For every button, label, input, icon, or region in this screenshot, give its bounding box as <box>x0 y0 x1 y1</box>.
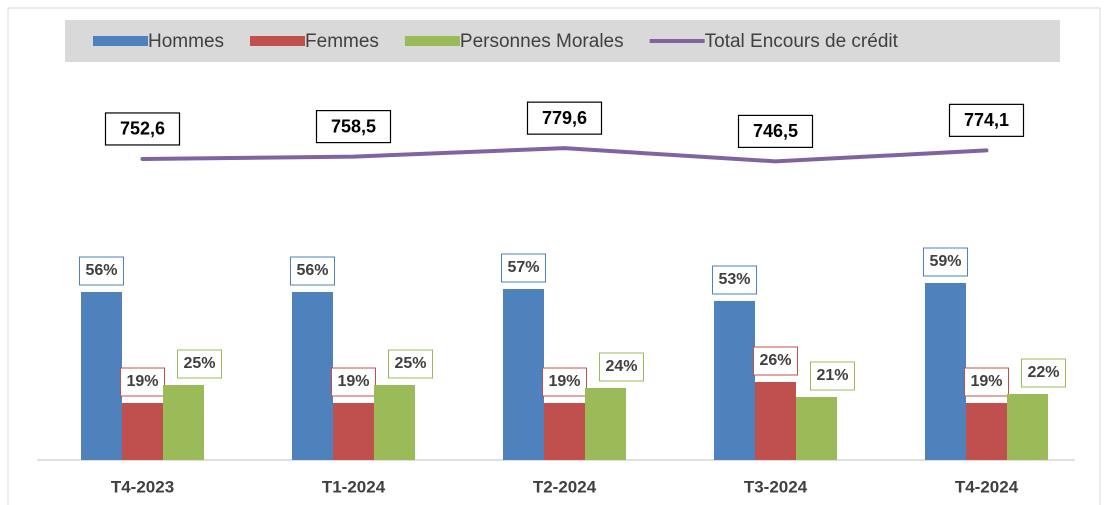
data-label: 746,5 <box>753 121 798 141</box>
label-box <box>923 247 968 277</box>
bar <box>81 292 122 460</box>
legend-label: Femmes <box>305 31 379 52</box>
data-label: 25% <box>183 355 215 372</box>
bar <box>374 385 415 460</box>
x-tick-label: T3-2024 <box>744 477 808 496</box>
label-box <box>542 367 587 397</box>
bar <box>925 283 966 460</box>
legend-label: Total Encours de crédit <box>705 31 899 52</box>
label-box <box>79 256 124 286</box>
label-box <box>120 367 165 397</box>
label-box <box>599 352 644 382</box>
label-box <box>737 114 814 149</box>
data-label: 56% <box>85 262 117 279</box>
label-box <box>290 256 335 286</box>
data-label: 774,1 <box>964 110 1009 130</box>
label-box <box>810 361 855 391</box>
data-label: 57% <box>507 259 539 276</box>
bar <box>122 403 163 460</box>
legend-label: Personnes Morales <box>460 31 624 52</box>
legend-label: Hommes <box>148 31 224 52</box>
label-box <box>753 346 798 376</box>
label-box <box>388 349 433 379</box>
legend-swatch <box>250 36 306 46</box>
line <box>140 146 989 164</box>
chart-frame <box>7 7 1101 505</box>
bar <box>966 403 1007 460</box>
bar <box>163 385 204 460</box>
x-tick-label: T4-2024 <box>955 477 1019 496</box>
bar <box>585 388 626 460</box>
label-box <box>964 367 1009 397</box>
data-label: 779,6 <box>542 108 587 128</box>
label-box <box>712 265 757 295</box>
label-box <box>331 367 376 397</box>
label-box <box>315 109 392 144</box>
x-tick-label: T1-2024 <box>322 477 386 496</box>
bar <box>333 403 374 460</box>
x-tick-label: T4-2023 <box>111 477 174 496</box>
label-box <box>501 253 546 283</box>
data-label: 19% <box>970 373 1002 390</box>
legend-swatch <box>93 36 148 46</box>
x-tick-label: T2-2024 <box>533 477 597 496</box>
bar <box>292 292 333 460</box>
data-label: 21% <box>816 367 848 384</box>
label-box <box>526 101 603 135</box>
bar <box>544 403 585 460</box>
data-label: 24% <box>605 358 637 375</box>
data-label: 56% <box>296 262 328 279</box>
label-box <box>177 349 222 379</box>
data-label: 53% <box>718 271 750 288</box>
bar <box>755 382 796 460</box>
data-label: 19% <box>548 373 580 390</box>
data-label: 22% <box>1027 364 1059 381</box>
label-box <box>104 112 181 146</box>
data-label: 752,6 <box>120 119 165 139</box>
bar <box>1007 394 1048 460</box>
data-label: 758,5 <box>331 116 376 136</box>
legend-swatch <box>404 36 460 46</box>
bar <box>796 397 837 460</box>
data-label: 26% <box>759 352 791 369</box>
bar <box>503 289 544 460</box>
data-label: 25% <box>394 355 426 372</box>
label-box <box>1021 358 1066 388</box>
bar <box>714 301 755 460</box>
legend-box <box>65 20 1060 62</box>
data-label: 19% <box>337 373 369 390</box>
data-label: 19% <box>126 373 158 390</box>
label-box <box>948 103 1025 137</box>
data-label: 59% <box>929 253 961 270</box>
